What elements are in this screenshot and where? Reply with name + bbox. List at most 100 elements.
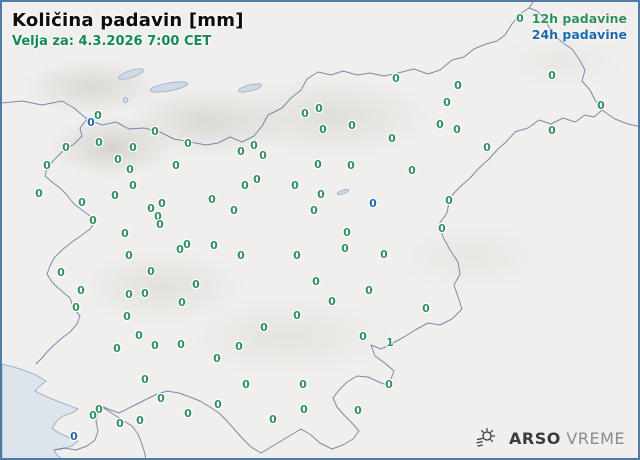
station-value-12h: 0 (35, 186, 43, 200)
station-value-12h: 0 (392, 71, 400, 85)
station-value-12h: 0 (208, 192, 216, 206)
border-austria-hungary (528, 2, 534, 9)
sea-adriatic (2, 363, 79, 458)
station-value-12h: 0 (443, 95, 451, 109)
station-value-12h: 0 (157, 391, 165, 405)
station-value-12h: 0 (147, 201, 155, 215)
station-value-12h: 0 (94, 108, 102, 122)
legend-24h-label: 24h padavine (531, 27, 627, 42)
station-value-12h: 0 (151, 338, 159, 352)
station-value-12h: 0 (147, 264, 155, 278)
station-value-12h: 0 (438, 221, 446, 235)
station-value-12h: 0 (253, 172, 261, 186)
station-value-12h: 0 (300, 402, 308, 416)
station-value-12h: 0 (347, 158, 355, 172)
station-value-12h: 0 (177, 337, 185, 351)
station-value-12h: 0 (57, 265, 65, 279)
station-value-12h: 0 (408, 163, 416, 177)
station-value-12h: 0 (453, 122, 461, 136)
station-value-12h: 0 (241, 178, 249, 192)
station-value-12h: 0 (183, 237, 191, 251)
station-value-12h: 0 (291, 178, 299, 192)
station-value-12h: 0 (310, 203, 318, 217)
station-value-12h: 0 (95, 135, 103, 149)
station-value-12h: 0 (548, 123, 556, 137)
legend: 12h padavine 24h padavine (532, 11, 627, 43)
station-value-12h: 0 (129, 140, 137, 154)
station-value-12h: 0 (319, 122, 327, 136)
station-value-12h: 0 (141, 372, 149, 386)
brand-text: ARSO VREME (509, 429, 625, 448)
lakes (118, 68, 350, 196)
brand-primary: ARSO (508, 428, 561, 448)
station-value-12h: 0 (354, 403, 362, 417)
station-value-12h: 0 (154, 209, 162, 223)
station-value-12h: 0 (178, 295, 186, 309)
station-value-12h: 0 (548, 68, 556, 82)
sun-icon (476, 427, 496, 447)
station-value-12h: 0 (380, 247, 388, 261)
station-value-12h: 0 (156, 217, 164, 231)
station-value-12h: 0 (151, 124, 159, 138)
station-value-24h: 0 (87, 115, 95, 129)
station-value-12h: 0 (436, 117, 444, 131)
station-value-12h: 0 (597, 98, 605, 112)
station-value-12h: 0 (129, 178, 137, 192)
station-value-12h: 0 (141, 286, 149, 300)
station-value-12h: 0 (172, 158, 180, 172)
station-value-12h: 0 (237, 144, 245, 158)
station-value-12h: 0 (235, 339, 243, 353)
station-value-12h: 0 (72, 300, 80, 314)
station-value-12h: 0 (43, 158, 51, 172)
page-title: Količina padavin [mm] (12, 10, 244, 31)
station-value-12h: 0 (317, 187, 325, 201)
station-value-12h: 0 (422, 301, 430, 315)
arso-vreme-logo: ARSO VREME (473, 426, 625, 450)
station-value-12h: 0 (299, 377, 307, 391)
station-value-12h: 0 (315, 101, 323, 115)
station-value-12h: 0 (158, 196, 166, 210)
valid-time-label: Velja za: 4.3.2026 7:00 CET (12, 34, 212, 49)
station-value-12h: 0 (89, 408, 97, 422)
station-value-12h: 0 (237, 248, 245, 262)
station-value-12h: 0 (125, 287, 133, 301)
brand-secondary: VREME (566, 428, 625, 448)
station-value-12h: 0 (269, 412, 277, 426)
station-value-12h: 0 (77, 283, 85, 297)
border-hungary-croatia (601, 109, 638, 127)
station-value-12h: 0 (123, 309, 131, 323)
station-value-12h: 0 (293, 308, 301, 322)
station-value-12h: 0 (483, 140, 491, 154)
station-value-12h: 0 (113, 341, 121, 355)
station-value-12h: 0 (125, 248, 133, 262)
station-value-12h: 0 (210, 238, 218, 252)
station-value-12h: 0 (242, 377, 250, 391)
station-value-12h: 0 (192, 277, 200, 291)
border-italy (35, 118, 96, 365)
station-value-12h: 0 (516, 11, 524, 25)
station-value-12h: 0 (176, 242, 184, 256)
station-value-12h: 0 (301, 106, 309, 120)
station-value-12h: 0 (78, 195, 86, 209)
station-value-12h: 0 (259, 148, 267, 162)
station-value-12h: 0 (312, 274, 320, 288)
station-value-12h: 0 (135, 328, 143, 342)
station-value-12h: 0 (214, 397, 222, 411)
station-value-12h: 0 (328, 294, 336, 308)
station-value-12h: 0 (250, 138, 258, 152)
border-slovenia (53, 7, 603, 454)
station-value-12h: 0 (213, 351, 221, 365)
station-value-12h: 0 (445, 193, 453, 207)
border-istria (98, 404, 147, 458)
station-value-24h: 0 (369, 196, 377, 210)
station-value-12h: 0 (62, 140, 70, 154)
station-value-12h: 0 (341, 241, 349, 255)
legend-12h-label: 12h padavine (531, 11, 627, 26)
station-value-12h: 0 (385, 377, 393, 391)
station-value-12h: 0 (230, 203, 238, 217)
station-value-12h: 0 (454, 78, 462, 92)
